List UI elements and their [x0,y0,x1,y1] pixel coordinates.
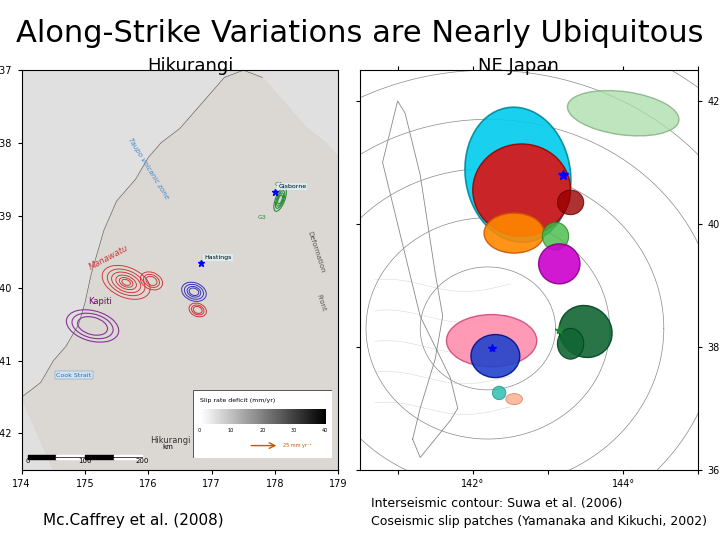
Text: G1: G1 [275,183,284,187]
Text: 100: 100 [78,457,91,463]
Text: Cook Strait: Cook Strait [56,373,91,378]
Ellipse shape [465,107,571,242]
Text: NE Japan: NE Japan [478,57,559,75]
Text: Mc.Caffrey et al. (2008): Mc.Caffrey et al. (2008) [43,513,223,528]
Text: Interseismic contour: Suwa et al. (2006): Interseismic contour: Suwa et al. (2006) [371,497,622,510]
Text: 0: 0 [26,457,30,463]
Ellipse shape [567,91,679,136]
Ellipse shape [473,144,570,236]
Polygon shape [22,70,338,470]
Text: Deformation: Deformation [307,230,325,273]
Ellipse shape [557,328,584,359]
Ellipse shape [471,335,520,377]
Ellipse shape [542,222,569,250]
Text: Hikurangi: Hikurangi [148,57,234,75]
Text: G3: G3 [257,215,266,220]
Ellipse shape [557,190,584,215]
Text: Kapiti: Kapiti [88,297,112,306]
Ellipse shape [506,394,523,404]
Ellipse shape [484,213,544,253]
Text: 200: 200 [135,457,149,463]
Text: Gisborne: Gisborne [278,184,306,189]
Ellipse shape [492,386,506,400]
Ellipse shape [446,315,536,367]
Ellipse shape [539,244,580,284]
Text: Front: Front [315,293,326,312]
Polygon shape [212,0,473,68]
Ellipse shape [559,306,612,357]
Text: Hastings: Hastings [204,255,231,260]
Text: Taupo volcanic zone: Taupo volcanic zone [127,137,170,200]
Text: Hikurangi: Hikurangi [150,436,191,446]
Text: km: km [162,444,173,450]
Text: Manawatu: Manawatu [88,244,130,272]
Text: Along-Strike Variations are Nearly Ubiquitous: Along-Strike Variations are Nearly Ubiqu… [17,19,703,48]
Text: Coseismic slip patches (Yamanaka and Kikuchi, 2002): Coseismic slip patches (Yamanaka and Kik… [371,515,707,528]
